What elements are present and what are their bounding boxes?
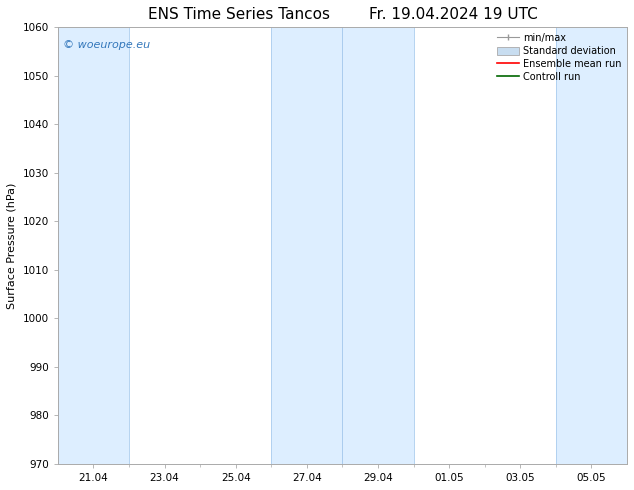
- Bar: [271, 27, 342, 464]
- Bar: [342, 27, 413, 464]
- Bar: [556, 27, 627, 464]
- Bar: [58, 27, 129, 464]
- Y-axis label: Surface Pressure (hPa): Surface Pressure (hPa): [7, 182, 17, 309]
- Title: ENS Time Series Tancos        Fr. 19.04.2024 19 UTC: ENS Time Series Tancos Fr. 19.04.2024 19…: [148, 7, 537, 22]
- Legend: min/max, Standard deviation, Ensemble mean run, Controll run: min/max, Standard deviation, Ensemble me…: [495, 30, 624, 85]
- Text: © woeurope.eu: © woeurope.eu: [63, 40, 151, 50]
